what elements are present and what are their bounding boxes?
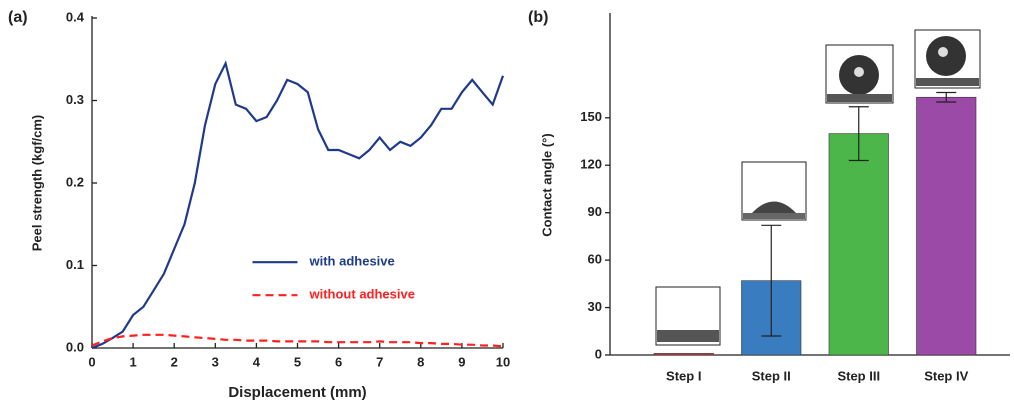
x-tick-label: Step IV xyxy=(924,368,968,383)
y-tick-label: 90 xyxy=(588,204,602,219)
bar xyxy=(654,353,714,355)
inset-highlight xyxy=(938,47,948,57)
inset-surface xyxy=(916,78,979,86)
panel-label: (a) xyxy=(8,9,28,26)
inset-surface xyxy=(657,330,719,342)
x-tick-label: 8 xyxy=(417,354,424,369)
y-tick-label: 0.1 xyxy=(66,257,84,272)
panel-label: (b) xyxy=(528,9,548,26)
series-line xyxy=(92,63,503,348)
legend-label: with adhesive xyxy=(309,254,395,269)
x-tick-label: 3 xyxy=(212,354,219,369)
y-tick-label: 60 xyxy=(588,252,602,267)
x-tick-label: Step III xyxy=(837,368,880,383)
y-tick-label: 0.3 xyxy=(66,92,84,107)
inset-surface xyxy=(827,94,892,102)
x-tick-label: 2 xyxy=(171,354,178,369)
inset-highlight xyxy=(854,67,864,77)
y-tick-label: 0.2 xyxy=(66,174,84,189)
x-tick-label: 10 xyxy=(496,354,510,369)
bar xyxy=(917,97,977,355)
x-tick-label: 9 xyxy=(458,354,465,369)
inset-surface xyxy=(743,213,805,219)
x-tick-label: 1 xyxy=(129,354,136,369)
y-axis-label: Peel strength (kgf/cm) xyxy=(29,115,44,252)
x-tick-label: 5 xyxy=(294,354,301,369)
x-tick-label: Step II xyxy=(752,368,791,383)
y-tick-label: 120 xyxy=(580,157,602,172)
figure: (a) 0.0 0.1 0.2 0.3 0.4 Peel strength (kgf/cm)… xyxy=(0,0,1014,407)
y-tick-label: 150 xyxy=(580,109,602,124)
x-tick-label: 4 xyxy=(253,354,261,369)
legend-label: without adhesive xyxy=(309,287,415,302)
x-tick-label: Step I xyxy=(666,368,701,383)
x-axis-label: Displacement (mm) xyxy=(228,384,366,401)
y-tick-label: 0.4 xyxy=(66,9,85,24)
x-tick-label: 0 xyxy=(88,354,95,369)
x-tick-label: 7 xyxy=(376,354,383,369)
y-tick-label: 30 xyxy=(588,299,602,314)
y-tick-label: 0.0 xyxy=(66,339,84,354)
x-tick-label: 6 xyxy=(335,354,342,369)
bar xyxy=(829,134,889,355)
y-tick-label: 0 xyxy=(595,346,602,361)
y-axis-label: Contact angle (°) xyxy=(539,133,554,236)
